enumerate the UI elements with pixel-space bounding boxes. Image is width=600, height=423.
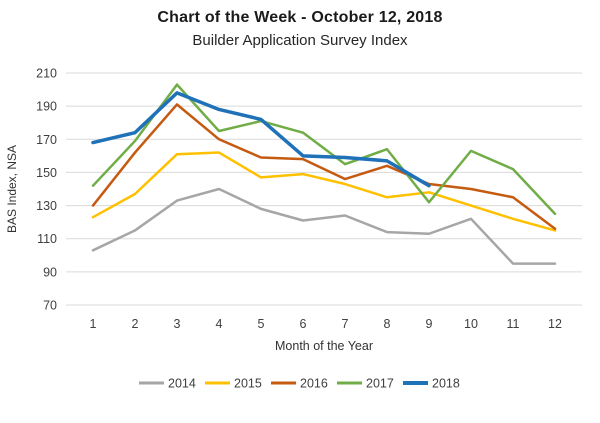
x-tick-label: 1: [90, 317, 97, 331]
x-tick-label: 6: [300, 317, 307, 331]
y-tick-label: 70: [43, 299, 57, 313]
legend-label-2017: 2017: [366, 377, 394, 391]
y-tick-label: 170: [36, 133, 57, 147]
legend-label-2015: 2015: [234, 377, 262, 391]
y-tick-label: 90: [43, 265, 57, 279]
series-line-2018: [91, 91, 431, 188]
x-tick-label: 10: [464, 317, 478, 331]
y-tick-label: 110: [37, 232, 57, 246]
legend-label-2018: 2018: [432, 377, 460, 391]
x-tick-label: 4: [216, 317, 223, 331]
y-tick-label: 210: [36, 67, 57, 81]
x-tick-label: 3: [174, 317, 181, 331]
y-tick-label: 130: [36, 199, 57, 213]
x-tick-label: 8: [384, 317, 391, 331]
x-tick-label: 11: [507, 317, 520, 331]
legend-label-2014: 2014: [168, 377, 196, 391]
y-tick-label: 150: [36, 166, 57, 180]
chart-subtitle: Builder Application Survey Index: [192, 32, 408, 49]
chart-title: Chart of the Week - October 12, 2018: [157, 9, 443, 26]
x-tick-label: 7: [342, 317, 349, 331]
series-line-2016: [91, 103, 557, 231]
series-line-2015: [91, 151, 557, 232]
x-tick-label: 2: [132, 317, 139, 331]
series-line-2014: [91, 187, 557, 265]
series-line-2017: [91, 83, 557, 216]
x-tick-label: 5: [258, 317, 265, 331]
x-axis-title: Month of the Year: [275, 339, 373, 353]
x-tick-label: 9: [426, 317, 433, 331]
legend-label-2016: 2016: [300, 377, 328, 391]
x-tick-label: 12: [548, 317, 562, 331]
y-axis-title: BAS Index, NSA: [5, 145, 19, 233]
y-tick-label: 190: [36, 100, 57, 114]
